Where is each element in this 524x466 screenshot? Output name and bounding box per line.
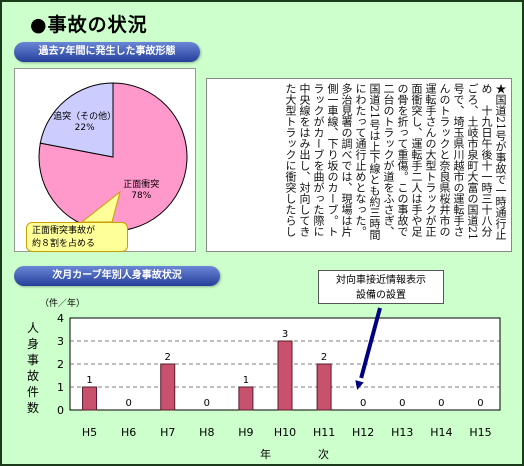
pie-callout-line2: 約８割を占める xyxy=(32,239,96,249)
y-tick-label: 2 xyxy=(57,358,64,371)
pie-label-rear-end-name: 追突（その他） xyxy=(53,111,117,122)
page-title: ●事故の状況 xyxy=(30,14,148,36)
bar-chart-x-ticks: H5 H6 H7 H8 H9 H10 H11 H12 H13 H14 H15 xyxy=(82,426,492,439)
bar-chart-unit: （件／年） xyxy=(40,299,86,309)
annotation-arrow-head xyxy=(355,380,364,390)
bar xyxy=(82,386,98,411)
annotation-line2: 設備の設置 xyxy=(356,290,406,301)
pie-label-head-on-value: 78% xyxy=(131,191,152,202)
bar xyxy=(238,386,254,411)
news-clipping-text: ★国道21号が事故で一時通行止め 十九日午後十一時三十八分ごろ、土岐市泉町大富の… xyxy=(284,83,507,240)
bar-chart-value-labels: 1 0 2 0 1 3 2 0 0 0 0 xyxy=(86,329,483,409)
bar xyxy=(160,363,176,411)
pie-label-head-on-name: 正面衝突 xyxy=(123,180,160,191)
bar-value-label: 0 xyxy=(477,398,483,409)
pie-slice-head-on xyxy=(38,82,188,232)
bar-value-label: 0 xyxy=(125,398,131,409)
bar-value-label: 0 xyxy=(438,398,444,409)
annotation-arrow-shaft xyxy=(359,307,382,379)
y-tick-label: 1 xyxy=(57,381,64,394)
annotation-line1: 対向車接近情報表示 xyxy=(336,275,426,286)
bar-value-label: 0 xyxy=(360,398,366,409)
bar xyxy=(277,340,293,411)
bar-chart-x-label: 年 次 xyxy=(260,448,347,461)
x-tick-label: H14 xyxy=(430,426,452,439)
pie-section-header: 過去7年間に発生した事故形態 xyxy=(14,42,200,62)
bar-value-label: 3 xyxy=(282,329,288,340)
pie-label-rear-end-value: 22% xyxy=(74,122,95,133)
news-clipping: ★国道21号が事故で一時通行止め 十九日午後十一時三十八分ごろ、土岐市泉町大富の… xyxy=(206,78,512,252)
y-tick-label: 0 xyxy=(57,404,64,417)
x-tick-label: H6 xyxy=(121,426,136,439)
bar-value-label: 1 xyxy=(243,375,249,386)
bar-value-label: 2 xyxy=(165,352,171,363)
y-tick-label: 3 xyxy=(57,335,64,348)
bar xyxy=(316,363,332,411)
x-tick-label: H9 xyxy=(238,426,253,439)
pie-slice-rear-end xyxy=(39,82,114,158)
x-tick-label: H13 xyxy=(391,426,413,439)
pie-callout-line1: 正面衝突事故が xyxy=(32,226,96,236)
bar-chart-bars xyxy=(82,340,332,411)
pie-chart xyxy=(38,82,188,232)
annotation-arrow xyxy=(355,307,382,390)
countermeasure-annotation: 対向車接近情報表示 設備の設置 xyxy=(318,270,444,304)
x-tick-label: H11 xyxy=(313,426,335,439)
x-tick-label: H12 xyxy=(352,426,374,439)
bar-value-label: 0 xyxy=(204,398,210,409)
pie-label-rear-end: 追突（その他） 22% xyxy=(45,112,125,134)
y-tick-label: 4 xyxy=(57,312,64,325)
x-tick-label: H5 xyxy=(82,426,97,439)
bar-value-label: 2 xyxy=(321,352,327,363)
x-tick-label: H15 xyxy=(469,426,491,439)
x-tick-label: H10 xyxy=(274,426,296,439)
pie-callout: 正面衝突事故が 約８割を占める xyxy=(26,222,128,252)
bar-section-header: 次月カーブ年別人身事故状況 xyxy=(14,266,220,286)
pie-label-head-on: 正面衝突 78% xyxy=(101,180,181,202)
bar-chart-y-ticks: 0 1 2 3 4 xyxy=(57,312,64,417)
bar-value-label: 0 xyxy=(399,398,405,409)
bar-chart-y-label: 人身事故件数 xyxy=(26,321,39,415)
x-tick-label: H7 xyxy=(160,426,175,439)
x-tick-label: H8 xyxy=(199,426,214,439)
bar-value-label: 1 xyxy=(86,375,92,386)
